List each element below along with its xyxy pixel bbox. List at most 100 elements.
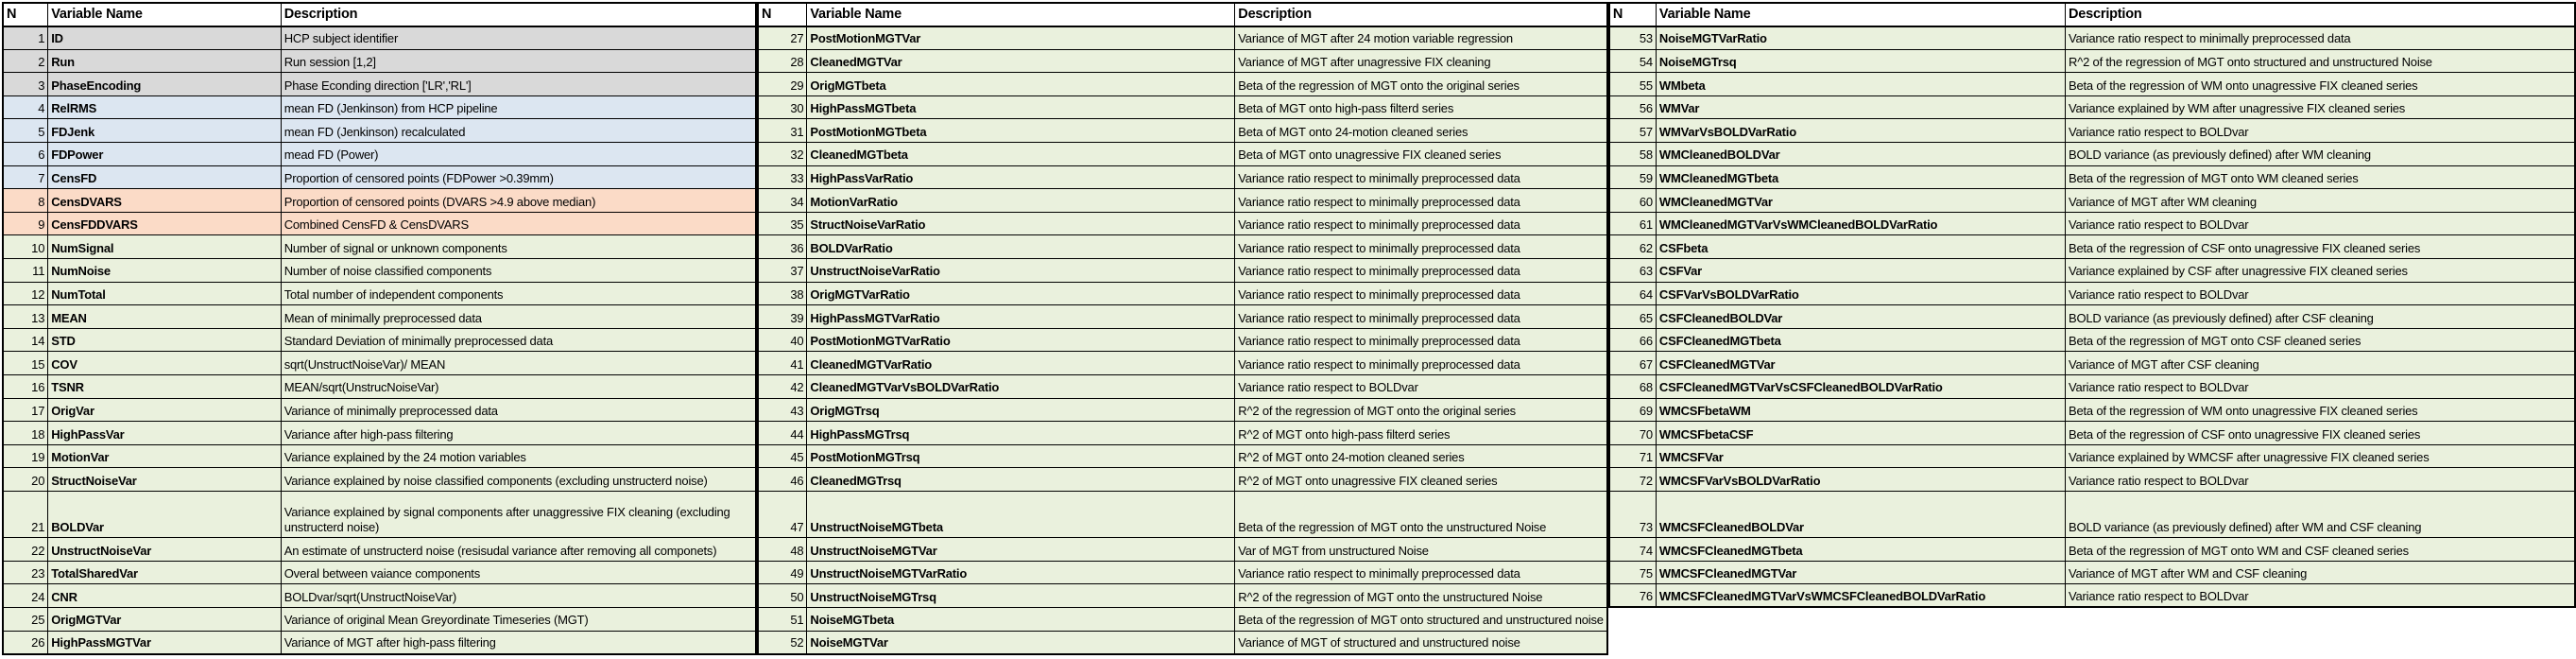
table-row: 61 WMCleanedMGTVarVsWMCleanedBOLDVarRatio… <box>1608 211 2576 236</box>
variable-name-cell: PostMotionMGTVar <box>806 26 1236 50</box>
description-cell: BOLDvar/sqrt(UnstructNoiseVar) <box>280 583 757 608</box>
variable-name-cell: TotalSharedVar <box>47 560 282 585</box>
table-row: 75 WMCSFCleanedMGTVar Variance of MGT afte… <box>1608 560 2576 585</box>
row-number-cell: 62 <box>1608 234 1657 260</box>
table-row: 74 WMCSFCleanedMGTbeta Beta of the regress… <box>1608 537 2576 562</box>
row-number-cell: 14 <box>2 327 49 353</box>
description-cell: Beta of the regression of MGT onto struc… <box>1234 606 1608 632</box>
description-cell: Variance ratio respect to BOLDvar <box>2065 467 2576 492</box>
variable-name-cell: PostMotionMGTVarRatio <box>806 327 1236 353</box>
row-number-cell: 19 <box>2 443 49 469</box>
description-cell: Beta of the regression of CSF onto unagr… <box>2065 234 2576 260</box>
row-number-cell: 53 <box>1608 26 1657 50</box>
table-row: 69 WMCSFbetaWM Beta of the regression of W… <box>1608 397 2576 423</box>
variable-name-cell: BOLDVar <box>47 490 282 539</box>
row-number-cell: 47 <box>757 490 808 539</box>
table-row: 43 OrigMGTrsq R^2 of the regression of MGT… <box>757 397 1608 423</box>
row-number-cell: 61 <box>1608 211 1657 236</box>
row-number-cell: 58 <box>1608 142 1657 166</box>
row-number-cell: 15 <box>2 351 49 375</box>
table-row: 67 CSFCleanedMGTVar Variance of MGT after … <box>1608 351 2576 375</box>
variable-name-cell: CensFD <box>47 165 282 190</box>
description-cell: Beta of the regression of MGT onto WM an… <box>2065 537 2576 562</box>
row-number-cell: 63 <box>1608 258 1657 283</box>
row-number-cell: 23 <box>2 560 49 585</box>
variable-name-cell: UnstructNoiseMGTVar <box>806 537 1236 562</box>
description-cell: Beta of the regression of WM onto unagre… <box>2065 72 2576 96</box>
description-cell: Variance of minimally preprocessed data <box>280 397 757 423</box>
description-cell: BOLD variance (as previously defined) af… <box>2065 142 2576 166</box>
table-row: 56 WMVar Variance explained by WM after un… <box>1608 95 2576 120</box>
row-number-cell: 1 <box>2 26 49 50</box>
column-header-name: Variable Name <box>47 2 282 27</box>
variable-name-cell: CSFVar <box>1655 258 2067 283</box>
variable-name-cell: StructNoiseVar <box>47 467 282 492</box>
table-row: 42 CleanedMGTVarVsBOLDVarRatio Variance ra… <box>757 374 1608 399</box>
row-number-cell: 54 <box>1608 48 1657 74</box>
table-row: 40 PostMotionMGTVarRatio Variance ratio re… <box>757 327 1608 353</box>
variable-name-cell: PostMotionMGTrsq <box>806 443 1236 469</box>
description-cell: BOLD variance (as previously defined) af… <box>2065 304 2576 329</box>
variable-name-cell: HighPassMGTVarRatio <box>806 304 1236 329</box>
description-cell: Beta of MGT onto 24-motion cleaned serie… <box>1234 118 1608 144</box>
description-cell: Variance ratio respect to minimally prep… <box>1234 258 1608 283</box>
row-number-cell: 9 <box>2 211 49 236</box>
row-number-cell: 57 <box>1608 118 1657 144</box>
row-number-cell: 46 <box>757 467 808 492</box>
table-row: 13 MEAN Mean of minimally preprocessed dat… <box>2 304 757 329</box>
description-cell: Variance explained by noise classified c… <box>280 467 757 492</box>
description-cell: Variance ratio respect to minimally prep… <box>1234 188 1608 213</box>
variable-name-cell: CSFCleanedMGTVar <box>1655 351 2067 375</box>
row-number-cell: 68 <box>1608 374 1657 399</box>
description-cell: Variance ratio respect to minimally prep… <box>1234 234 1608 260</box>
table-row: 44 HighPassMGTrsq R^2 of MGT onto high-pas… <box>757 421 1608 445</box>
table-row: 50 UnstructNoiseMGTrsq R^2 of the regressi… <box>757 583 1608 608</box>
description-cell: Variance of MGT after high-pass filterin… <box>280 630 757 655</box>
description-cell: Combined CensFD & CensDVARS <box>280 211 757 236</box>
variable-name-cell: UnstructNoiseMGTbeta <box>806 490 1236 539</box>
variable-name-cell: OrigMGTVar <box>47 606 282 632</box>
variable-name-cell: COV <box>47 351 282 375</box>
table-row: 10 NumSignal Number of signal or unknown c… <box>2 234 757 260</box>
table-row: 48 UnstructNoiseMGTVar Var of MGT from uns… <box>757 537 1608 562</box>
table-row: 22 UnstructNoiseVar An estimate of unstruc… <box>2 537 757 562</box>
row-number-cell: 36 <box>757 234 808 260</box>
row-number-cell: 3 <box>2 72 49 96</box>
description-cell: MEAN/sqrt(UnstrucNoiseVar) <box>280 374 757 399</box>
description-cell: Variance ratio respect to minimally prep… <box>1234 281 1608 306</box>
variable-name-cell: RelRMS <box>47 95 282 120</box>
description-cell: Variance ratio respect to minimally prep… <box>1234 327 1608 353</box>
variable-name-cell: BOLDVarRatio <box>806 234 1236 260</box>
description-cell: Proportion of censored points (DVARS >4.… <box>280 188 757 213</box>
row-number-cell: 13 <box>2 304 49 329</box>
row-number-cell: 51 <box>757 606 808 632</box>
variable-name-cell: WMCSFbetaWM <box>1655 397 2067 423</box>
table-row: 23 TotalSharedVar Overal between vaiance c… <box>2 560 757 585</box>
header-row: N Variable Name Description <box>757 2 1608 27</box>
description-cell: Variance ratio respect to BOLDvar <box>2065 583 2576 608</box>
table-row: 39 HighPassMGTVarRatio Variance ratio resp… <box>757 304 1608 329</box>
description-cell: Variance of MGT of structured and unstru… <box>1234 630 1608 655</box>
row-number-cell: 50 <box>757 583 808 608</box>
description-cell: Beta of the regression of MGT onto CSF c… <box>2065 327 2576 353</box>
row-number-cell: 24 <box>2 583 49 608</box>
row-number-cell: 28 <box>757 48 808 74</box>
description-cell: Variance after high-pass filtering <box>280 421 757 445</box>
description-cell: Variance ratio respect to minimally prep… <box>1234 560 1608 585</box>
description-cell: Variance of MGT after CSF cleaning <box>2065 351 2576 375</box>
table-row: 65 CSFCleanedBOLDVar BOLD variance (as pre… <box>1608 304 2576 329</box>
variable-name-cell: WMCSFCleanedMGTVar <box>1655 560 2067 585</box>
table-row: 16 TSNR MEAN/sqrt(UnstrucNoiseVar) <box>2 374 757 399</box>
table-row: 58 WMCleanedBOLDVar BOLD variance (as prev… <box>1608 142 2576 166</box>
table-row: 70 WMCSFbetaCSF Beta of the regression of … <box>1608 421 2576 445</box>
row-number-cell: 71 <box>1608 443 1657 469</box>
row-number-cell: 20 <box>2 467 49 492</box>
table-row: 31 PostMotionMGTbeta Beta of MGT onto 24-m… <box>757 118 1608 144</box>
row-number-cell: 2 <box>2 48 49 74</box>
variable-name-cell: NumNoise <box>47 258 282 283</box>
table-row: 8 CensDVARS Proportion of censored points … <box>2 188 757 213</box>
variable-name-cell: MotionVarRatio <box>806 188 1236 213</box>
description-cell: Variance ratio respect to minimally prep… <box>1234 304 1608 329</box>
variable-name-cell: StructNoiseVarRatio <box>806 211 1236 236</box>
